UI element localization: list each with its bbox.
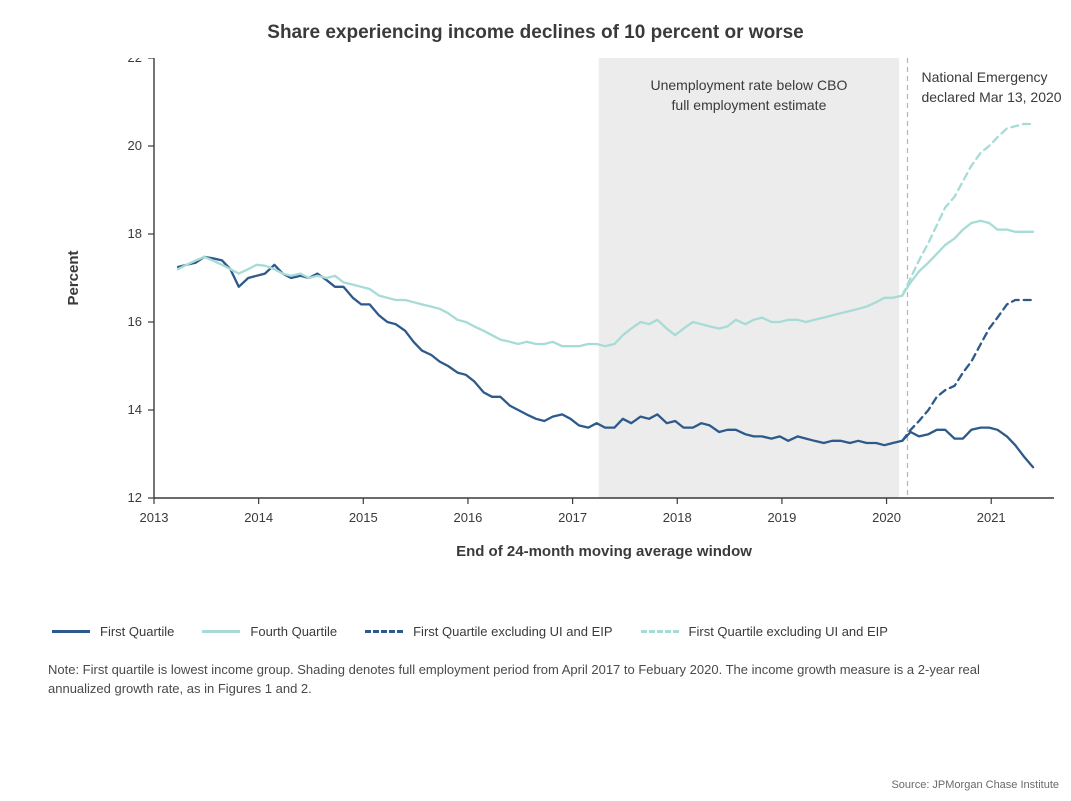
legend-item: First Quartile excluding UI and EIP (641, 624, 888, 639)
x-tick-label: 2015 (349, 510, 378, 525)
shaded-region (599, 58, 899, 498)
y-tick-label: 18 (128, 226, 142, 241)
chart-source: Source: JPMorgan Chase Institute (891, 779, 1059, 791)
x-tick-label: 2017 (558, 510, 587, 525)
y-axis-label: Percent (65, 250, 82, 305)
y-tick-label: 14 (128, 402, 142, 417)
shaded-region-label: Unemployment rate below CBO (651, 77, 848, 93)
series-line (902, 300, 1033, 441)
y-tick-label: 12 (128, 490, 142, 505)
y-tick-label: 16 (128, 314, 142, 329)
shaded-region-label: full employment estimate (672, 97, 827, 113)
chart-area: 12 14 16 18 20 22 2013 2014 2015 2016 2017 2018 2019… (48, 58, 1023, 578)
legend-swatch (365, 630, 403, 633)
legend-item: First Quartile (52, 624, 174, 639)
chart-title: Share experiencing income declines of 10… (48, 22, 1023, 44)
legend-swatch (52, 630, 90, 633)
legend-swatch (202, 630, 240, 633)
legend-item: First Quartile excluding UI and EIP (365, 624, 612, 639)
legend-swatch (641, 630, 679, 633)
legend-label: Fourth Quartile (250, 624, 337, 639)
chart-legend: First Quartile Fourth Quartile First Quart… (52, 624, 1023, 639)
figure-container: Share experiencing income declines of 10… (0, 0, 1071, 801)
x-tick-label: 2021 (977, 510, 1006, 525)
y-tick-label: 22 (128, 58, 142, 65)
x-tick-label: 2020 (872, 510, 901, 525)
x-tick-label: 2013 (140, 510, 169, 525)
emergency-label: National Emergency (921, 69, 1047, 85)
emergency-label: declared Mar 13, 2020 (921, 89, 1061, 105)
x-tick-label: 2014 (244, 510, 273, 525)
line-chart-svg: 12 14 16 18 20 22 2013 2014 2015 2016 2017 2018 2019… (48, 58, 1062, 578)
chart-note: Note: First quartile is lowest income gr… (48, 661, 1008, 699)
y-tick-label: 20 (128, 138, 142, 153)
x-tick-label: 2018 (663, 510, 692, 525)
legend-label: First Quartile excluding UI and EIP (413, 624, 612, 639)
legend-label: First Quartile (100, 624, 174, 639)
legend-label: First Quartile excluding UI and EIP (689, 624, 888, 639)
x-tick-label: 2016 (453, 510, 482, 525)
x-axis-label: End of 24-month moving average window (456, 543, 752, 560)
x-tick-label: 2019 (767, 510, 796, 525)
legend-item: Fourth Quartile (202, 624, 337, 639)
